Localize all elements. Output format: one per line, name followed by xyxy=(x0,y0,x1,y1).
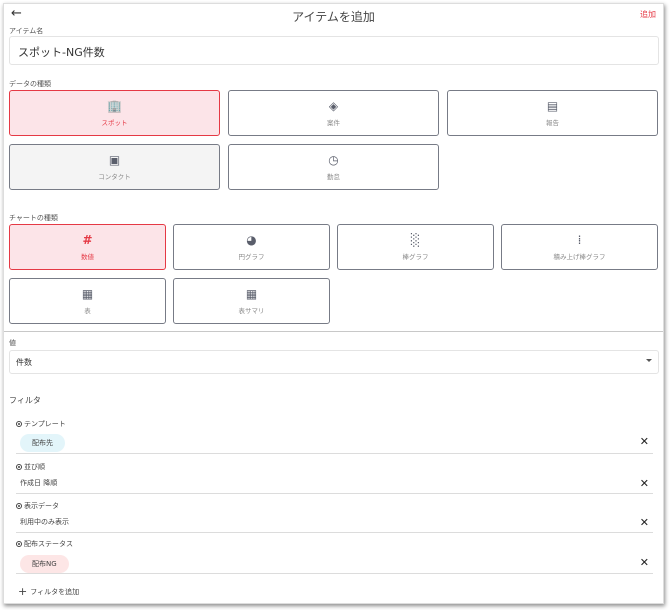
table-summary-icon: ▦ xyxy=(245,287,258,301)
building-icon: 🏢 xyxy=(107,99,122,113)
chart-type-pie[interactable]: ◕ 円グラフ xyxy=(173,224,330,270)
bar-chart-icon: ░ xyxy=(410,233,421,247)
radio-icon[interactable] xyxy=(16,464,22,470)
hash-icon: # xyxy=(82,233,93,247)
chart-type-number[interactable]: # 数値 xyxy=(9,224,166,270)
data-type-label: データの種類 xyxy=(9,80,51,88)
remove-filter-icon[interactable]: ✕ xyxy=(639,477,649,490)
add-item-dialog: ← アイテムを追加 追加 アイテム名 スポット-NG件数 データの種類 🏢 スポッ… xyxy=(3,3,664,604)
data-type-contact[interactable]: ▣ コンタクト xyxy=(9,144,220,190)
timecard-icon: ◷ xyxy=(328,153,339,167)
item-name-input[interactable]: スポット-NG件数 xyxy=(9,36,659,65)
filter-display-data: 表示データ 利用中のみ表示 ✕ xyxy=(16,501,653,533)
remove-filter-icon[interactable]: ✕ xyxy=(639,556,649,569)
radio-icon[interactable] xyxy=(16,503,22,509)
filter-chip: 配布先 xyxy=(20,434,65,452)
filter-distribution-status: 配布ステータス 配布NG ✕ xyxy=(16,539,653,574)
stacked-bar-chart-icon: ⁞ xyxy=(577,233,582,247)
contact-card-icon: ▣ xyxy=(108,153,121,167)
data-type-spot[interactable]: 🏢 スポット xyxy=(9,90,220,136)
radio-icon[interactable] xyxy=(16,541,22,547)
filter-chip: 配布NG xyxy=(20,555,69,573)
chart-type-table[interactable]: ▦ 表 xyxy=(9,278,166,324)
value-select[interactable]: 件数 xyxy=(9,350,659,374)
filter-section-label: フィルタ xyxy=(9,396,41,405)
back-button[interactable]: ← xyxy=(11,6,22,21)
data-type-attendance[interactable]: ◷ 勤怠 xyxy=(228,144,439,190)
chart-type-label: チャートの種類 xyxy=(9,214,58,222)
chart-type-bar[interactable]: ░ 棒グラフ xyxy=(337,224,494,270)
item-name-label: アイテム名 xyxy=(9,27,44,35)
chart-type-table-summary[interactable]: ▦ 表サマリ xyxy=(173,278,330,324)
radio-icon[interactable] xyxy=(16,421,22,427)
add-button[interactable]: 追加 xyxy=(640,10,656,19)
remove-filter-icon[interactable]: ✕ xyxy=(639,516,649,529)
table-icon: ▦ xyxy=(81,287,94,301)
chart-type-stacked-bar[interactable]: ⁞ 積み上げ棒グラフ xyxy=(501,224,658,270)
value-label: 値 xyxy=(9,339,16,347)
pie-chart-icon: ◕ xyxy=(246,233,257,247)
note-icon: ▤ xyxy=(546,99,559,113)
add-filter-button[interactable]: + フィルタを追加 xyxy=(18,585,80,598)
filter-template: テンプレート 配布先 ✕ xyxy=(16,419,653,454)
caret-down-icon xyxy=(646,359,652,362)
data-type-report[interactable]: ▤ 報告 xyxy=(447,90,658,136)
data-type-deal[interactable]: ◈ 案件 xyxy=(228,90,439,136)
section-divider xyxy=(4,331,663,332)
filter-sort: 並び順 作成日 降順 ✕ xyxy=(16,462,653,494)
tag-icon: ◈ xyxy=(328,99,339,113)
remove-filter-icon[interactable]: ✕ xyxy=(639,435,649,448)
plus-icon: + xyxy=(18,585,28,598)
dialog-title: アイテムを追加 xyxy=(292,10,375,24)
